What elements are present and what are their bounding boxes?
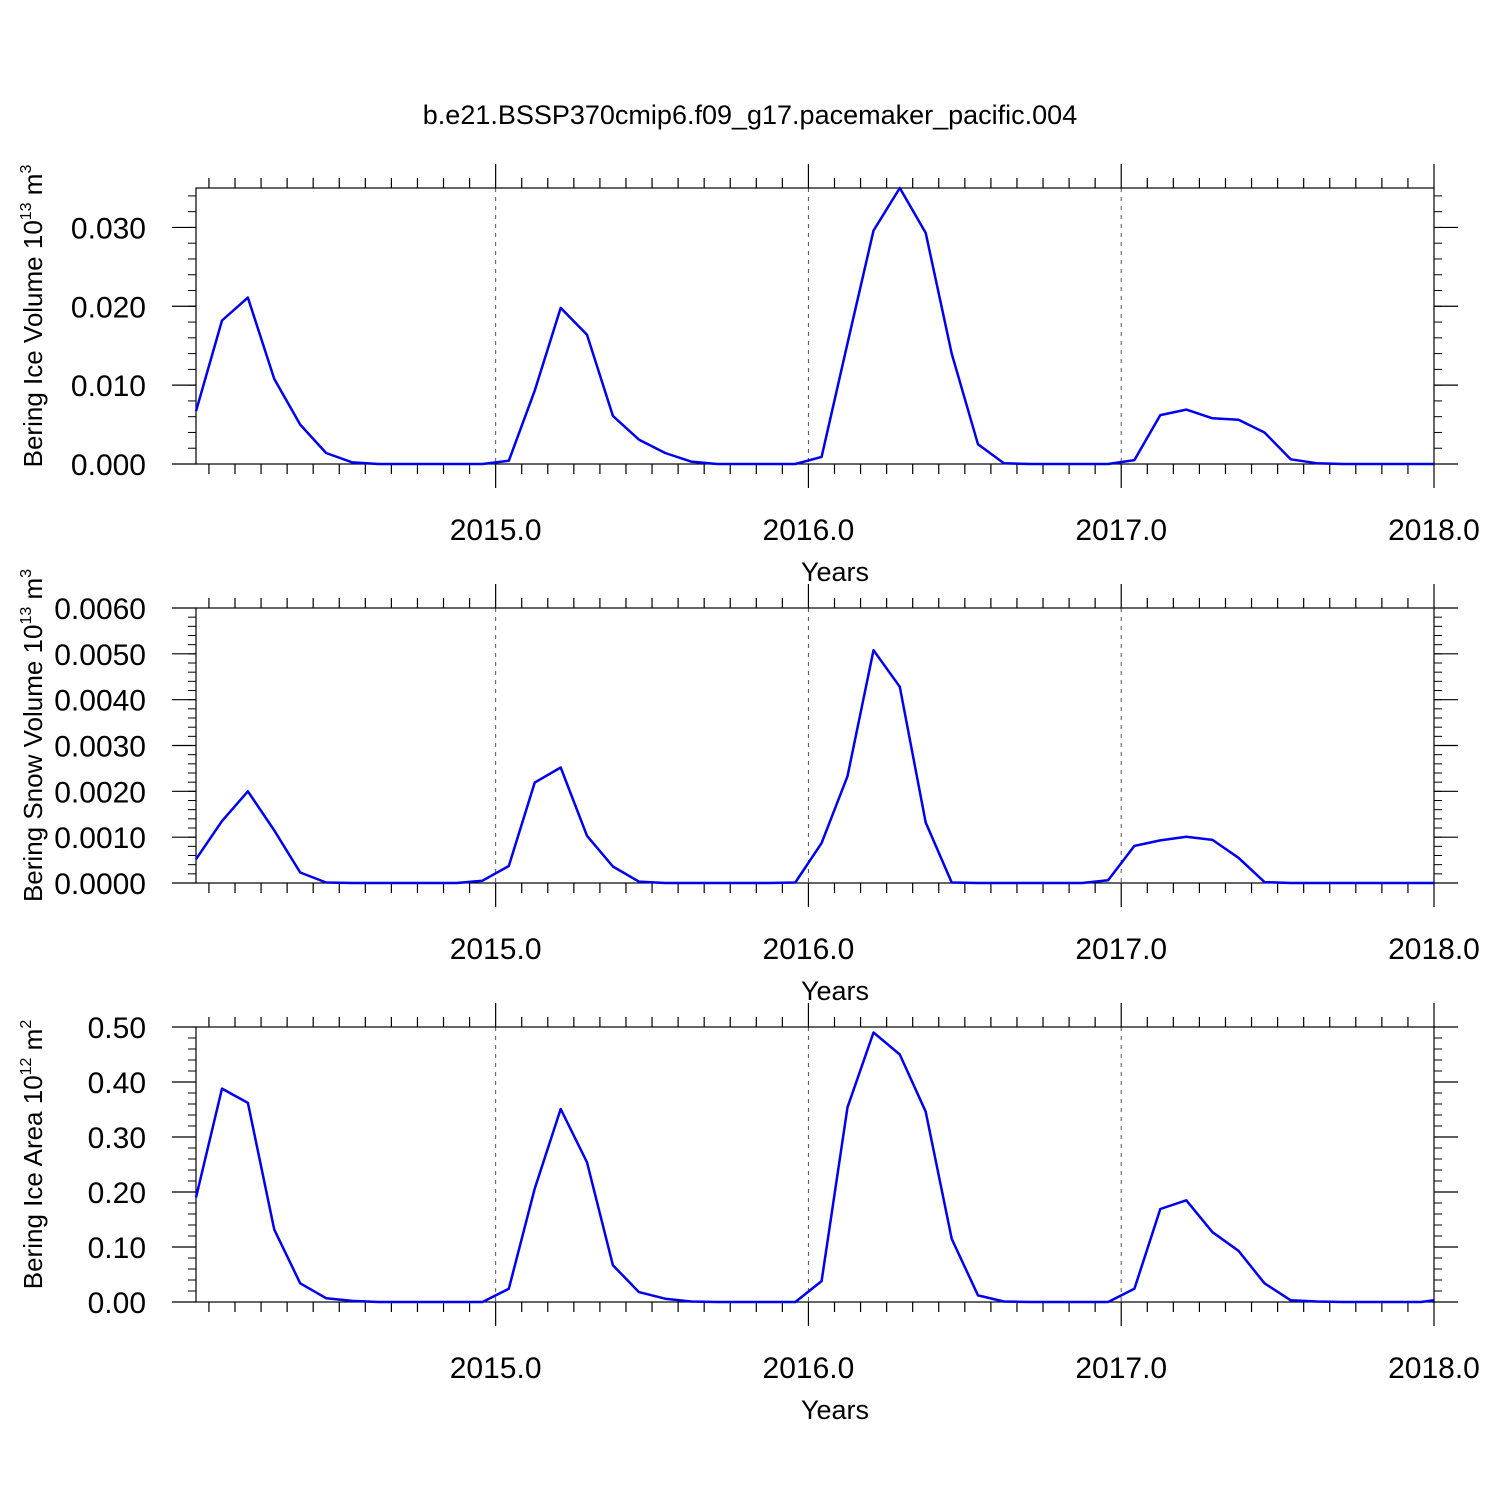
x-tick-label: 2017.0: [1075, 933, 1167, 966]
panels-group: 0.000 0.010 0.020 0.030 2015.0 2016.0 2017.0 20…: [18, 164, 1480, 1425]
y-tick-label: 0.0020: [54, 776, 146, 809]
y-tick-label: 0.0040: [54, 685, 146, 718]
y-tick-label: 0.020: [71, 291, 146, 324]
x-axis-label: Years: [801, 557, 869, 587]
y-tick-label: 0.0060: [54, 593, 146, 626]
y-tick-label: 0.50: [88, 1012, 146, 1045]
x-tick-label: 2017.0: [1075, 1352, 1167, 1385]
x-tick-label: 2016.0: [763, 933, 855, 966]
series-line-1: [194, 1031, 1435, 1304]
chart-title: b.e21.BSSP370cmip6.f09_g17.pacemaker_pac…: [423, 100, 1077, 130]
y-tick-label: 0.20: [88, 1177, 146, 1210]
x-tick-label: 2017.0: [1075, 514, 1167, 547]
x-tick-label: 2016.0: [763, 514, 855, 547]
y-tick-label: 0.010: [71, 370, 146, 403]
x-tick-label: 2015.0: [450, 933, 542, 966]
y-tick-label: 0.0030: [54, 731, 146, 764]
x-axis-label: Years: [801, 976, 869, 1006]
y-tick-label: 0.10: [88, 1232, 146, 1265]
plot-frame: [195, 187, 1435, 465]
x-tick-label: 2016.0: [763, 1352, 855, 1385]
y-tick-label: 0.0050: [54, 639, 146, 672]
x-tick-label: 2015.0: [450, 514, 542, 547]
plot-frame: [195, 1026, 1435, 1303]
y-tick-label: 0.0000: [54, 868, 146, 901]
y-tick-label: 0.0010: [54, 822, 146, 855]
panel-3: 0.00 0.10 0.20 0.30 0.40 0.50 2015.0 2016.0 2017…: [18, 1003, 1480, 1425]
x-tick-label: 2018.0: [1388, 1352, 1480, 1385]
x-tick-label: 2018.0: [1388, 933, 1480, 966]
y-tick-label: 0.00: [88, 1287, 146, 1320]
y-tick-label: 0.030: [71, 212, 146, 245]
plot-frame: [195, 607, 1435, 884]
series-line-1: [194, 648, 1434, 885]
y-tick-label: 0.000: [71, 449, 146, 482]
panel-1: 0.000 0.010 0.020 0.030 2015.0 2016.0 2017.0 20…: [18, 164, 1480, 587]
y-axis-label: Bering Ice Volume 1013 m3: [18, 165, 48, 468]
y-axis-label: Bering Ice Area 1012 m2: [18, 1020, 48, 1290]
series-line-1: [194, 186, 1434, 466]
panel-2: 0.0000 0.0010 0.0020 0.0030 0.0040 0.0050 0.00…: [18, 569, 1480, 1006]
y-tick-label: 0.40: [88, 1067, 146, 1100]
y-axis-label: Bering Snow Volume 1013 m3: [18, 569, 48, 902]
x-axis-label: Years: [801, 1395, 869, 1425]
x-tick-label: 2018.0: [1388, 514, 1480, 547]
y-tick-label: 0.30: [88, 1122, 146, 1155]
x-tick-label: 2015.0: [450, 1352, 542, 1385]
